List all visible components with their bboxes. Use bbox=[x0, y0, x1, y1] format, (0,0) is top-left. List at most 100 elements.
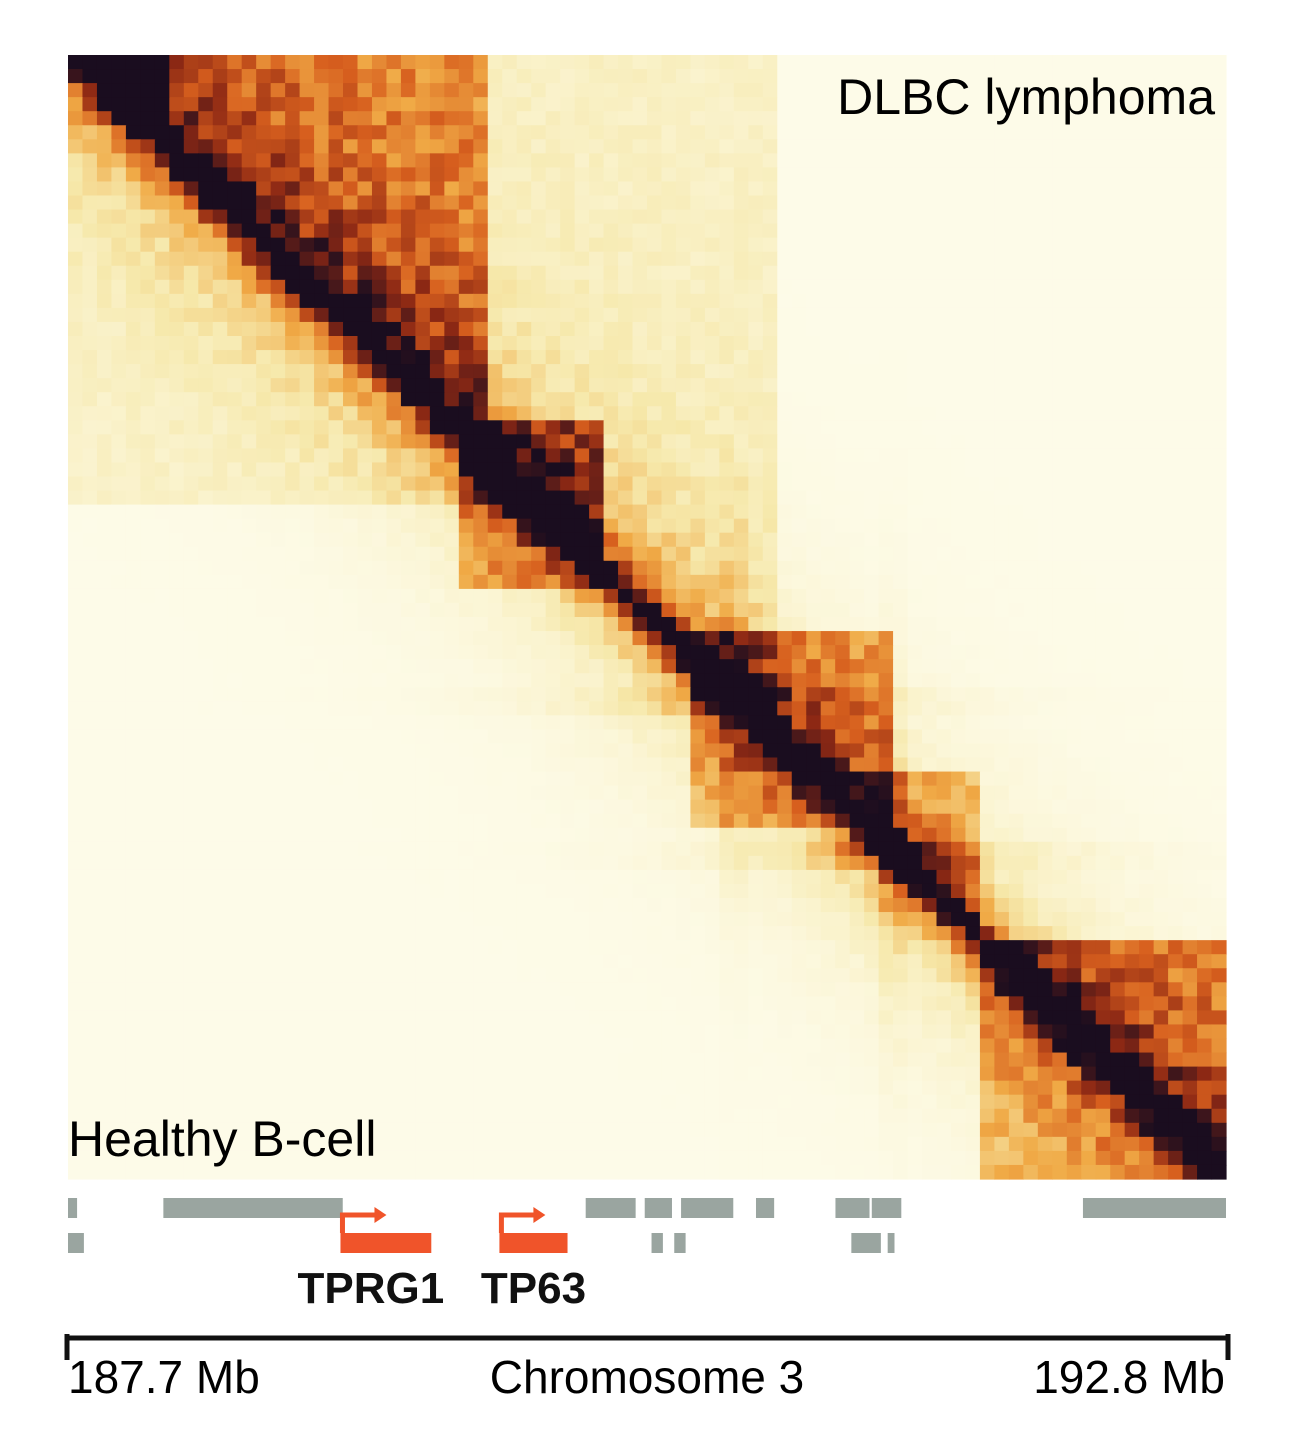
heatmap-cell bbox=[748, 715, 764, 730]
heatmap-cell bbox=[1197, 265, 1213, 281]
heatmap-cell bbox=[96, 715, 113, 730]
heatmap-cell bbox=[603, 687, 619, 702]
heatmap-cell bbox=[1095, 504, 1111, 520]
heatmap-cell bbox=[922, 195, 938, 211]
heatmap-cell bbox=[487, 350, 503, 365]
heatmap-cell bbox=[1008, 771, 1024, 787]
heatmap-cell bbox=[719, 560, 735, 576]
heatmap-cell bbox=[256, 659, 272, 674]
heatmap-cell bbox=[922, 799, 938, 815]
heatmap-cell bbox=[1110, 420, 1126, 435]
heatmap-cell bbox=[661, 602, 677, 618]
heatmap-cell bbox=[111, 237, 127, 253]
heatmap-cell bbox=[560, 406, 576, 421]
heatmap-cell bbox=[545, 237, 561, 253]
heatmap-cell bbox=[531, 645, 547, 660]
heatmap-cell bbox=[1139, 378, 1155, 393]
heatmap-cell bbox=[1197, 350, 1213, 365]
heatmap-cell bbox=[806, 602, 822, 618]
heatmap-cell bbox=[1124, 588, 1140, 604]
heatmap-cell bbox=[791, 223, 807, 239]
heatmap-cell bbox=[1139, 434, 1155, 449]
heatmap-cell bbox=[994, 490, 1010, 506]
heatmap-cell bbox=[965, 139, 981, 154]
heatmap-cell bbox=[661, 237, 677, 253]
heatmap-cell bbox=[777, 673, 793, 688]
heatmap-cell bbox=[791, 898, 807, 913]
heatmap-cell bbox=[907, 195, 923, 211]
heatmap-cell bbox=[502, 757, 518, 773]
heatmap-cell bbox=[545, 420, 561, 435]
heatmap-cell bbox=[1052, 223, 1068, 239]
heatmap-cell bbox=[1081, 588, 1097, 604]
heatmap-cell bbox=[285, 631, 301, 646]
heatmap-cell bbox=[733, 898, 749, 913]
heatmap-cell bbox=[140, 729, 156, 745]
heatmap-cell bbox=[1168, 83, 1184, 98]
heatmap-cell bbox=[328, 83, 344, 98]
heatmap-cell bbox=[1211, 237, 1227, 253]
heatmap-cell bbox=[719, 617, 735, 632]
heatmap-cell bbox=[618, 687, 634, 702]
heatmap-cell bbox=[125, 336, 141, 351]
heatmap-cell bbox=[1008, 883, 1024, 899]
heatmap-cell bbox=[415, 729, 431, 745]
heatmap-cell bbox=[531, 574, 547, 590]
heatmap-cell bbox=[314, 673, 330, 688]
heatmap-cell bbox=[198, 743, 214, 759]
heatmap-cell bbox=[183, 715, 199, 730]
heatmap-cell bbox=[907, 293, 923, 309]
heatmap-cell bbox=[950, 574, 967, 590]
heatmap-cell bbox=[1168, 406, 1184, 421]
heatmap-cell bbox=[936, 223, 952, 239]
heatmap-cell bbox=[429, 757, 445, 773]
heatmap-cell bbox=[154, 898, 170, 913]
heatmap-cell bbox=[618, 265, 634, 281]
heatmap-cell bbox=[343, 153, 359, 168]
heatmap-cell bbox=[1066, 617, 1082, 632]
heatmap-cell bbox=[574, 532, 590, 548]
heatmap-cell bbox=[849, 532, 865, 548]
heatmap-cell bbox=[1023, 602, 1039, 618]
heatmap-cell bbox=[1110, 293, 1126, 309]
heatmap-cell bbox=[183, 279, 199, 295]
heatmap-cell bbox=[719, 799, 735, 815]
heatmap-cell bbox=[140, 378, 156, 393]
heatmap-cell bbox=[68, 69, 84, 84]
heatmap-cell bbox=[1153, 350, 1169, 365]
heatmap-cell bbox=[314, 181, 330, 197]
heatmap-cell bbox=[343, 855, 359, 871]
heatmap-cell bbox=[458, 364, 474, 379]
heatmap-cell bbox=[473, 97, 489, 112]
heatmap-cell bbox=[618, 518, 634, 534]
heatmap-cell bbox=[560, 69, 576, 84]
heatmap-cell bbox=[357, 307, 373, 323]
heatmap-cell bbox=[762, 518, 778, 534]
heatmap-cell bbox=[589, 476, 605, 492]
heatmap-cell bbox=[285, 448, 301, 464]
heatmap-cell bbox=[1211, 392, 1227, 407]
heatmap-cell bbox=[125, 504, 141, 520]
heatmap-cell bbox=[777, 97, 793, 112]
heatmap-cell bbox=[907, 476, 923, 492]
heatmap-cell bbox=[704, 378, 720, 393]
heatmap-cell bbox=[357, 434, 373, 449]
heatmap-cell bbox=[675, 841, 692, 857]
heatmap-cell bbox=[922, 785, 938, 801]
heatmap-cell bbox=[227, 912, 243, 927]
heatmap-cell bbox=[444, 617, 460, 632]
heatmap-cell bbox=[285, 659, 301, 674]
heatmap-cell bbox=[618, 167, 634, 183]
heatmap-cell bbox=[1124, 546, 1140, 562]
heatmap-cell bbox=[241, 631, 257, 646]
heatmap-cell bbox=[1052, 195, 1068, 211]
heatmap-cell bbox=[878, 265, 894, 281]
heatmap-cell bbox=[719, 125, 735, 140]
heatmap-cell bbox=[1008, 631, 1024, 646]
heatmap-cell bbox=[386, 617, 402, 632]
heatmap-cell bbox=[545, 532, 561, 548]
heatmap-cell bbox=[849, 757, 865, 773]
heatmap-cell bbox=[965, 687, 981, 702]
heatmap-cell bbox=[328, 195, 344, 211]
heatmap-cell bbox=[125, 195, 141, 211]
